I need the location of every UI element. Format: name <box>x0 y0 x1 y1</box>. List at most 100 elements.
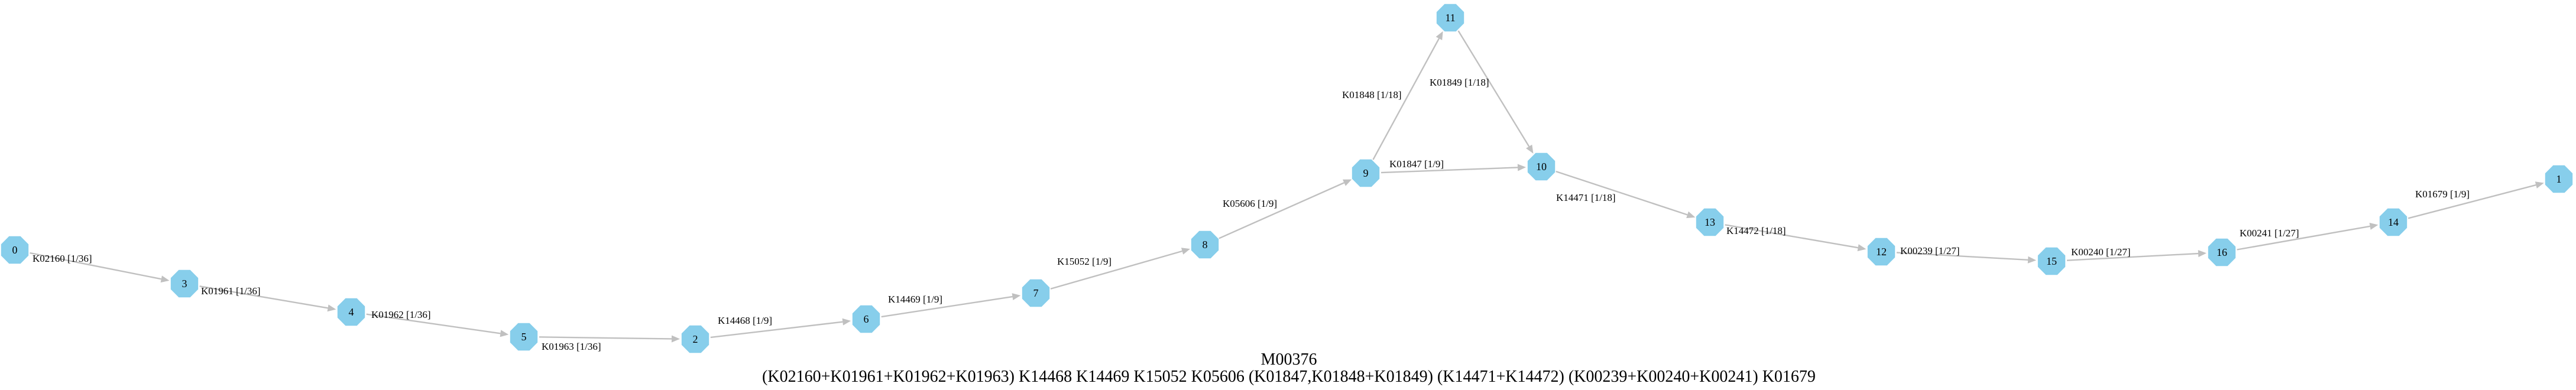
edge-label: K15052 [1/9] <box>1057 256 1112 267</box>
edge-16-14: K00241 [1/27] <box>2237 223 2379 251</box>
node-label: 4 <box>349 306 354 318</box>
node-7: 7 <box>1022 279 1050 307</box>
edge-label: K01847 [1/9] <box>1389 158 1444 170</box>
octagon-node-icon <box>1527 152 1556 181</box>
node-6: 6 <box>852 305 880 333</box>
edge-label: K01963 [1/36] <box>542 341 601 352</box>
node-13: 13 <box>1696 208 1724 236</box>
node-label: 9 <box>1363 167 1369 179</box>
octagon-node-icon <box>170 269 199 298</box>
arrowhead-icon <box>327 304 336 312</box>
arrowhead-icon <box>2535 181 2544 188</box>
node-label: 1 <box>2556 173 2562 185</box>
node-16: 16 <box>2208 238 2236 266</box>
octagon-node-icon <box>1352 159 1380 187</box>
edge-line <box>1556 171 1688 216</box>
edge-line <box>1725 224 1858 249</box>
edge-label: K01848 [1/18] <box>1342 89 1402 100</box>
node-label: 0 <box>12 244 18 256</box>
edge-7-8: K15052 [1/9] <box>1050 248 1191 290</box>
arrowhead-icon <box>2027 256 2037 264</box>
octagon-node-icon <box>337 298 365 326</box>
node-label: 8 <box>1203 239 1208 251</box>
arrowhead-icon <box>2198 250 2207 258</box>
edge-line <box>366 313 501 334</box>
edge-10-13: K14471 [1/18] <box>1556 171 1696 219</box>
edge-line <box>2237 225 2370 251</box>
edge-label: K14471 [1/18] <box>1556 192 1616 203</box>
node-2: 2 <box>681 325 709 353</box>
node-10: 10 <box>1527 152 1556 181</box>
edge-11-10: K01849 [1/18] <box>1430 30 1534 154</box>
node-label: 10 <box>1536 161 1547 173</box>
module-definition-caption: (K02160+K01961+K01962+K01963) K14468 K14… <box>762 368 1816 386</box>
octagon-node-icon <box>2037 247 2066 275</box>
node-5: 5 <box>510 323 538 351</box>
arrowhead-icon <box>1857 244 1867 252</box>
edge-6-7: K14469 [1/9] <box>881 293 1021 318</box>
octagon-node-icon <box>1867 238 1895 266</box>
octagon-node-icon <box>1436 4 1464 32</box>
octagon-node-icon <box>1696 208 1724 236</box>
nodes-layer: 0 3 4 5 2 6 7 8 9 11 10 13 12 15 16 14 1 <box>1 4 2573 353</box>
edge-8-9: K05606 [1/9] <box>1219 179 1352 239</box>
edge-line <box>881 295 1013 318</box>
node-14: 14 <box>2379 208 2407 236</box>
octagon-node-icon <box>2208 238 2236 266</box>
node-3: 3 <box>170 269 199 298</box>
octagon-node-icon <box>510 323 538 351</box>
edge-label: K01849 [1/18] <box>1430 77 1489 88</box>
octagon-node-icon <box>2379 208 2407 236</box>
edge-14-1: K01679 [1/9] <box>2407 181 2544 219</box>
edge-line <box>1457 30 1530 147</box>
octagon-node-icon <box>852 305 880 333</box>
node-4: 4 <box>337 298 365 326</box>
edge-15-16: K00240 [1/27] <box>2066 246 2207 261</box>
edge-label: K00241 [1/27] <box>2240 228 2299 239</box>
octagon-node-icon <box>681 325 709 353</box>
arrowhead-icon <box>842 318 851 326</box>
edge-label: K01679 [1/9] <box>2415 188 2470 200</box>
edge-2-6: K14468 [1/9] <box>710 315 851 339</box>
edge-line <box>1896 252 2029 261</box>
node-label: 12 <box>1876 246 1887 258</box>
arrowhead-icon <box>671 335 681 343</box>
edge-label: K00239 [1/27] <box>1900 245 1960 256</box>
node-15: 15 <box>2037 247 2066 275</box>
edge-label: K01961 [1/36] <box>201 285 261 297</box>
edge-line <box>1219 182 1344 239</box>
arrowhead-icon <box>1012 293 1021 300</box>
node-label: 11 <box>1445 12 1455 24</box>
arrowhead-icon <box>160 275 170 283</box>
edge-line <box>1381 167 1518 174</box>
node-11: 11 <box>1436 4 1464 32</box>
edge-label: K00240 [1/27] <box>2071 246 2131 258</box>
octagon-node-icon <box>1 236 29 264</box>
node-label: 13 <box>1705 216 1715 228</box>
node-label: 14 <box>2388 216 2399 228</box>
node-1: 1 <box>2545 165 2573 193</box>
module-id-caption: M00376 <box>1261 350 1317 369</box>
edge-label: K05606 [1/9] <box>1223 198 1277 209</box>
edge-line <box>30 252 162 280</box>
edge-5-2: K01963 [1/36] <box>539 335 681 352</box>
edge-9-10: K01847 [1/9] <box>1381 158 1527 174</box>
edge-line <box>1050 250 1182 290</box>
edge-line <box>199 285 328 309</box>
edge-line <box>1372 38 1440 160</box>
edge-label: K14468 [1/9] <box>718 315 772 326</box>
edge-line <box>2066 252 2199 261</box>
edges-layer: K02160 [1/36] K01961 [1/36] K01962 [1/36] K… <box>30 30 2544 352</box>
octagon-node-icon <box>2545 165 2573 193</box>
arrowhead-icon <box>500 330 509 337</box>
arrowhead-icon <box>1517 164 1527 171</box>
arrowhead-icon <box>1686 211 1696 219</box>
node-label: 15 <box>2046 255 2057 267</box>
node-label: 7 <box>1033 287 1039 299</box>
arrowhead-icon <box>1181 248 1191 255</box>
edge-label: K14472 [1/18] <box>1726 225 1786 236</box>
edge-line <box>2407 184 2536 219</box>
node-8: 8 <box>1191 230 1219 259</box>
node-label: 16 <box>2217 246 2227 258</box>
